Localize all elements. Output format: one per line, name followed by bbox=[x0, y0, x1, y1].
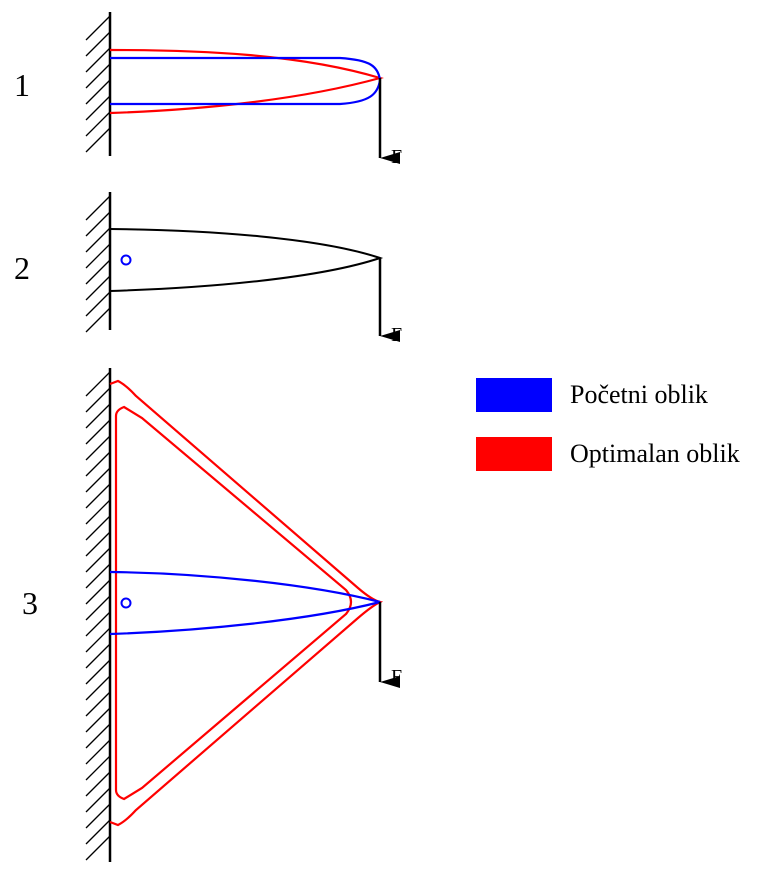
diagram-2-hatch-line bbox=[85, 195, 111, 221]
diagram-2: 2 F bbox=[14, 192, 402, 346]
diagram-2-hatch-line bbox=[85, 291, 111, 317]
diagram-2-control-point-icon bbox=[120, 254, 132, 266]
diagram-1: 1 F bbox=[14, 12, 402, 168]
diagram-3-hatch-line bbox=[85, 691, 111, 717]
legend-label-initial: Početni oblik bbox=[570, 380, 708, 409]
diagram-2-hatch-line bbox=[85, 211, 111, 237]
diagram-2-hatch-line bbox=[85, 307, 111, 333]
diagram-1-initial-shape bbox=[110, 56, 382, 106]
diagram-3-hatch-line bbox=[85, 707, 111, 733]
diagram-3-hatch-line bbox=[85, 483, 111, 509]
diagram-3: 3 F bbox=[22, 368, 402, 862]
diagram-3-hatch-line bbox=[85, 755, 111, 781]
diagram-3-wall-hatching bbox=[85, 371, 111, 861]
diagram-1-hatch-line bbox=[85, 127, 111, 153]
diagram-1-hatch-line bbox=[85, 95, 111, 121]
diagram-2-hatch-line bbox=[85, 259, 111, 285]
diagram-1-number: 1 bbox=[14, 67, 30, 103]
diagram-3-hatch-line bbox=[85, 819, 111, 845]
diagram-3-hatch-line bbox=[85, 643, 111, 669]
diagram-1-hatch-line bbox=[85, 111, 111, 137]
diagram-3-hatch-line bbox=[85, 403, 111, 429]
diagram-3-hatch-line bbox=[85, 787, 111, 813]
diagram-3-hatch-line bbox=[85, 627, 111, 653]
diagram-1-hatch-line bbox=[85, 31, 111, 57]
diagram-3-hatch-line bbox=[85, 435, 111, 461]
diagram-3-hatch-line bbox=[85, 451, 111, 477]
diagram-3-hatch-line bbox=[85, 499, 111, 525]
diagram-2-number: 2 bbox=[14, 250, 30, 286]
diagram-1-hatch-line bbox=[85, 47, 111, 73]
diagram-3-hatch-line bbox=[85, 803, 111, 829]
diagram-3-hatch-line bbox=[85, 579, 111, 605]
diagram-3-control-point-icon bbox=[120, 597, 132, 609]
diagram-1-force-label: F bbox=[391, 146, 402, 168]
diagram-1-hatch-line bbox=[85, 63, 111, 89]
diagram-3-hatch-line bbox=[85, 595, 111, 621]
diagram-3-hatch-line bbox=[85, 659, 111, 685]
diagram-3-initial-shape bbox=[109, 570, 381, 636]
diagram-3-optimal-outer-shape bbox=[109, 379, 384, 827]
diagram-3-hatch-line bbox=[85, 531, 111, 557]
legend-swatch-optimal bbox=[476, 437, 552, 471]
diagram-3-hatch-line bbox=[85, 387, 111, 413]
diagram-2-beam-shape bbox=[109, 228, 384, 292]
diagram-2-hatch-line bbox=[85, 275, 111, 301]
diagram-3-number: 3 bbox=[22, 585, 38, 621]
diagram-2-hatch-line bbox=[85, 227, 111, 253]
diagram-3-hatch-line bbox=[85, 371, 111, 397]
diagram-1-hatch-line bbox=[85, 79, 111, 105]
diagram-2-force-label: F bbox=[391, 324, 402, 346]
diagram-1-wall-hatching bbox=[85, 15, 111, 153]
legend-label-optimal: Optimalan oblik bbox=[570, 439, 740, 468]
diagram-3-hatch-line bbox=[85, 835, 111, 861]
diagram-3-hatch-line bbox=[85, 563, 111, 589]
diagram-3-hatch-line bbox=[85, 547, 111, 573]
diagram-3-hatch-line bbox=[85, 419, 111, 445]
diagram-3-hatch-line bbox=[85, 611, 111, 637]
diagram-3-hatch-line bbox=[85, 723, 111, 749]
diagram-3-hatch-line bbox=[85, 515, 111, 541]
diagram-3-hatch-line bbox=[85, 771, 111, 797]
diagram-3-optimal-inner-shape bbox=[114, 405, 353, 801]
diagram-3-hatch-line bbox=[85, 467, 111, 493]
diagram-3-hatch-line bbox=[85, 675, 111, 701]
diagram-2-hatch-line bbox=[85, 243, 111, 269]
legend-swatch-initial bbox=[476, 378, 552, 412]
diagram-1-hatch-line bbox=[85, 15, 111, 41]
diagram-2-wall-hatching bbox=[85, 195, 111, 333]
diagram-3-hatch-line bbox=[85, 739, 111, 765]
legend: Početni oblik Optimalan oblik bbox=[476, 378, 740, 471]
diagram-3-force-label: F bbox=[391, 666, 402, 688]
